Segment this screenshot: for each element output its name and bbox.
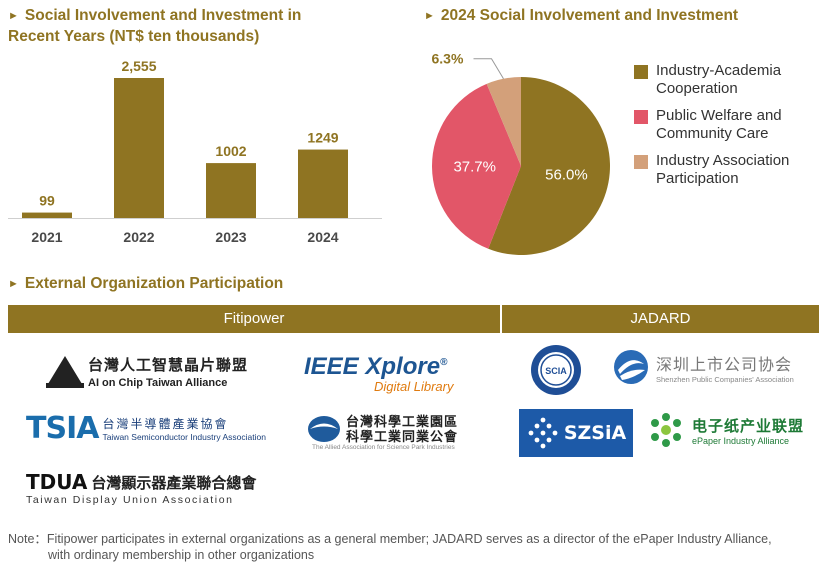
aita-en: AI on Chip Taiwan Alliance (88, 376, 228, 389)
external-org-title-text: External Organization Participation (24, 275, 284, 292)
legend-label: Industry-Academia Cooperation (656, 62, 781, 98)
bar-2023 (206, 163, 256, 218)
tdua-mark: TDUA (26, 470, 88, 494)
ieee-sub: Digital Library (374, 379, 454, 394)
tdua-top: TDUA 台灣顯示器產業聯合總會 (26, 470, 276, 494)
tsia-en: Taiwan Semiconductor Industry Associatio… (102, 431, 266, 442)
science-park-en: The Allied Association for Science Park … (312, 444, 455, 451)
legend-line: Public Welfare and (656, 107, 782, 124)
shenzhen-swirl-icon (614, 350, 648, 384)
legend-label: Industry Association Participation (656, 152, 789, 188)
epaper-alliance-logo: 电子纸产业联盟 ePaper Industry Alliance (646, 410, 811, 450)
legend-swatch (634, 155, 648, 169)
epaper-text: 电子纸产业联盟 ePaper Industry Alliance (692, 415, 804, 446)
legend-swatch (634, 65, 648, 79)
pie-slice (486, 77, 521, 166)
ieee-name-text: IEEE Xplore (304, 353, 441, 380)
jadard-header: JADARD (502, 305, 819, 333)
pie-value-label: 6.3% (431, 51, 463, 67)
science-park-zh2: 科學工業同業公會 (346, 429, 459, 444)
bar-2022 (114, 78, 164, 218)
tsia-logo: TSIA 台灣半導體產業協會 Taiwan Semiconductor Indu… (26, 410, 276, 446)
tdua-zh: 台灣顯示器產業聯合總會 (91, 474, 257, 492)
footnote-line1: Note：Fitipower participates in external … (8, 532, 772, 546)
ieee-name: IEEE Xplore® (304, 350, 474, 380)
aita-logo: 台灣人工智慧晶片聯盟 AI on Chip Taiwan Alliance (46, 352, 261, 390)
epaper-flower-icon (651, 413, 681, 447)
pie-chart-title-text: 2024 Social Involvement and Investment (440, 7, 739, 24)
shenzhen-zh: 深圳上市公司协会 (656, 356, 793, 374)
legend-line: Community Care (656, 125, 769, 142)
scia-badge-logo: SCIA (530, 344, 582, 396)
bar-value-label: 99 (39, 193, 55, 209)
fitipower-header: Fitipower (8, 305, 500, 333)
science-park-text: 台灣科學工業園區 科學工業同業公會 (346, 414, 458, 444)
pie-value-label: 37.7% (453, 158, 496, 175)
bar-value-label: 1002 (215, 143, 246, 159)
science-park-association-logo: 台灣科學工業園區 科學工業同業公會 The Allied Association… (306, 404, 471, 454)
shenzhen-public-companies-logo: 深圳上市公司协会 Shenzhen Public Companies' Asso… (612, 346, 802, 388)
scia-badge-icon: SCIA (531, 345, 581, 395)
legend-label: Public Welfare and Community Care (656, 107, 782, 143)
pie-slice (432, 83, 521, 249)
triangle-marker-icon: ► (424, 10, 435, 22)
epaper-en: ePaper Industry Alliance (692, 435, 790, 446)
pie-chart: 56.0% 37.7% 6.3% (431, 51, 610, 255)
science-park-emblem-icon (308, 416, 340, 442)
bar-chart-title: ► Social Involvement and Investment in Re… (8, 6, 348, 46)
szsia-dots-icon (528, 417, 558, 449)
legend-item: Industry Association Participation (634, 152, 823, 188)
triangle-marker-icon: ► (8, 10, 19, 22)
pie-leader-line (473, 58, 504, 79)
legend-swatch (634, 110, 648, 124)
szsia-mark: SZSiA (563, 422, 627, 444)
pie-value-label: 56.0% (545, 167, 588, 184)
bar-chart-title-text: Social Involvement and Investment in Rec… (8, 7, 302, 45)
legend-line: Industry-Academia (656, 62, 782, 79)
bar-value-label: 2,555 (121, 58, 156, 74)
science-park-zh1: 台灣科學工業園區 (346, 414, 459, 429)
legend-item: Industry-Academia Cooperation (634, 62, 823, 98)
tdua-en: Taiwan Display Union Association (26, 494, 234, 506)
pie-slice (488, 77, 610, 255)
pie-chart-title: ► 2024 Social Involvement and Investment (424, 6, 738, 27)
bar-2021 (22, 212, 72, 218)
aita-text: 台灣人工智慧晶片聯盟 AI on Chip Taiwan Alliance (88, 354, 248, 389)
bar-chart: 99 2021 2,555 2022 1002 2023 1249 2024 (8, 58, 382, 245)
tsia-zh: 台灣半導體產業協會 (102, 416, 229, 431)
ieee-reg: ® (440, 357, 448, 368)
x-tick-label: 2023 (215, 229, 246, 245)
legend-line: Participation (656, 170, 739, 187)
tsia-text: 台灣半導體產業協會 Taiwan Semiconductor Industry … (102, 415, 265, 442)
epaper-zh: 电子纸产业联盟 (692, 417, 805, 435)
bar-2024 (298, 149, 348, 218)
tsia-mark: TSIA (26, 410, 99, 446)
aita-zh: 台灣人工智慧晶片聯盟 (88, 355, 249, 374)
triangle-marker-icon: ► (8, 278, 19, 290)
legend-item: Public Welfare and Community Care (634, 107, 823, 143)
aita-mark-icon (46, 356, 84, 388)
x-tick-label: 2024 (307, 229, 338, 245)
x-tick-label: 2022 (123, 229, 154, 245)
shenzhen-text: 深圳上市公司协会 Shenzhen Public Companies' Asso… (656, 351, 794, 384)
footnote-line2: with ordinary membership in other organi… (48, 548, 315, 562)
tdua-logo: TDUA 台灣顯示器產業聯合總會 Taiwan Display Union As… (26, 470, 276, 506)
szsia-logo: SZSiA (519, 409, 633, 457)
pie-legend: Industry-Academia Cooperation Public Welf… (634, 62, 823, 197)
footnote: Note：Fitipower participates in external … (8, 531, 818, 563)
external-org-title: ► External Organization Participation (8, 274, 283, 295)
x-tick-label: 2021 (31, 229, 62, 245)
scia-mark-text: SCIA (545, 366, 567, 376)
bar-value-label: 1249 (307, 130, 338, 146)
ieee-xplore-logo: IEEE Xplore® Digital Library (304, 350, 474, 394)
legend-line: Cooperation (656, 80, 738, 97)
legend-line: Industry Association (656, 152, 790, 169)
shenzhen-en: Shenzhen Public Companies' Association (656, 374, 794, 384)
